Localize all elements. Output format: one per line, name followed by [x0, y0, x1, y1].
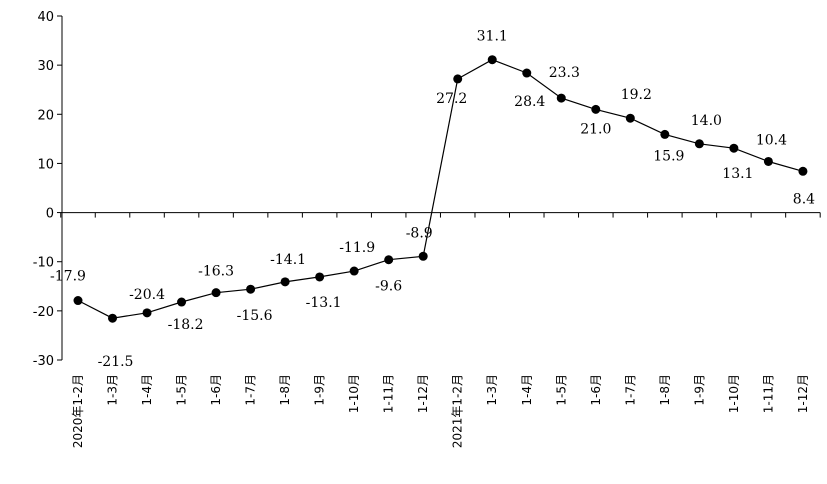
x-tick-label: 1-12月 — [796, 374, 810, 413]
data-label: 31.1 — [477, 29, 508, 45]
axes — [61, 16, 821, 360]
data-labels: -17.9 -21.5 -20.4-18.2 -16.3 -15.6 -14.1 -13.1… — [50, 29, 815, 370]
data-label: 8.4 — [793, 191, 815, 207]
y-tick-label: -20 — [33, 305, 54, 320]
x-tick-label: 1-8月 — [658, 374, 672, 406]
x-tick-label: 1-9月 — [692, 374, 706, 406]
x-tick-label: 1-11月 — [382, 374, 396, 413]
data-label: 28.4 — [514, 94, 545, 110]
x-tick-label: 1-12月 — [416, 374, 430, 413]
data-label: -11.9 — [339, 240, 375, 256]
x-axis-ticks: 2020年1-2月 1-3月 1-4月 1-5月 1-6月 1-7月 1-8月 1-9月 1-1… — [60, 212, 821, 448]
data-label: -18.2 — [168, 317, 204, 333]
y-tick-label: 20 — [37, 108, 54, 123]
data-label: 21.0 — [580, 121, 611, 137]
data-point — [384, 255, 394, 265]
y-tick-label: 0 — [46, 207, 54, 222]
data-point — [142, 308, 152, 318]
data-label: 13.1 — [722, 166, 753, 182]
x-tick-label: 1-10月 — [347, 374, 361, 413]
data-point — [73, 296, 83, 306]
x-tick-label: 1-8月 — [278, 374, 292, 406]
data-label: -15.6 — [237, 308, 273, 324]
data-label: 23.3 — [549, 65, 580, 81]
data-label: 27.2 — [436, 91, 467, 107]
x-tick-label: 1-6月 — [589, 374, 603, 406]
x-tick-label: 1-3月 — [106, 374, 120, 406]
data-point — [418, 251, 428, 261]
y-tick-label: 10 — [37, 157, 54, 172]
data-label: -14.1 — [270, 252, 306, 268]
data-point — [625, 113, 635, 123]
data-point — [453, 74, 463, 84]
x-tick-label: 1-11月 — [761, 374, 775, 413]
y-tick-label: -30 — [33, 354, 54, 369]
data-point — [280, 277, 290, 287]
data-point — [798, 166, 808, 176]
series-line-path — [77, 59, 804, 319]
data-label: 15.9 — [653, 148, 684, 164]
x-tick-label: 2021年1-2月 — [451, 374, 465, 448]
y-axis-ticks: 40 30 20 10 0 -10 -20 -30 — [33, 10, 62, 369]
data-point — [177, 297, 187, 307]
y-tick-label: 40 — [37, 10, 54, 25]
x-tick-label: 1-4月 — [520, 374, 534, 406]
series-line — [77, 59, 804, 319]
x-tick-label: 1-5月 — [554, 374, 568, 406]
x-tick-label: 1-10月 — [727, 374, 741, 413]
data-point — [763, 156, 773, 166]
data-label: -16.3 — [198, 264, 234, 280]
data-points — [73, 55, 808, 323]
data-label: -21.5 — [98, 354, 134, 370]
data-point — [246, 284, 256, 294]
data-point — [108, 313, 118, 323]
x-tick-label: 1-3月 — [485, 374, 499, 406]
data-point — [729, 143, 739, 153]
data-point — [556, 93, 566, 103]
y-tick-label: -10 — [33, 256, 54, 271]
data-label: -17.9 — [50, 269, 86, 285]
data-point — [660, 129, 670, 139]
y-tick-label: 30 — [37, 59, 54, 74]
x-tick-label: 1-4月 — [140, 374, 154, 406]
data-point — [211, 288, 221, 298]
data-label: -9.6 — [375, 279, 402, 295]
x-tick-label: 1-9月 — [313, 374, 327, 406]
data-point — [349, 266, 359, 276]
data-label: 19.2 — [621, 87, 652, 103]
x-tick-label: 1-7月 — [244, 374, 258, 406]
x-tick-label: 2020年1-2月 — [71, 374, 85, 448]
data-point — [315, 272, 325, 282]
data-label: -8.9 — [406, 225, 433, 241]
data-point — [694, 139, 704, 149]
x-tick-label: 1-6月 — [209, 374, 223, 406]
data-label: -20.4 — [129, 287, 165, 303]
data-point — [522, 68, 532, 78]
data-label: -13.1 — [306, 295, 342, 311]
x-tick-label: 1-5月 — [175, 374, 189, 406]
data-label: 14.0 — [691, 113, 722, 129]
data-point — [487, 55, 497, 65]
data-point — [591, 104, 601, 114]
x-tick-label: 1-7月 — [623, 374, 637, 406]
data-label: 10.4 — [756, 132, 787, 148]
